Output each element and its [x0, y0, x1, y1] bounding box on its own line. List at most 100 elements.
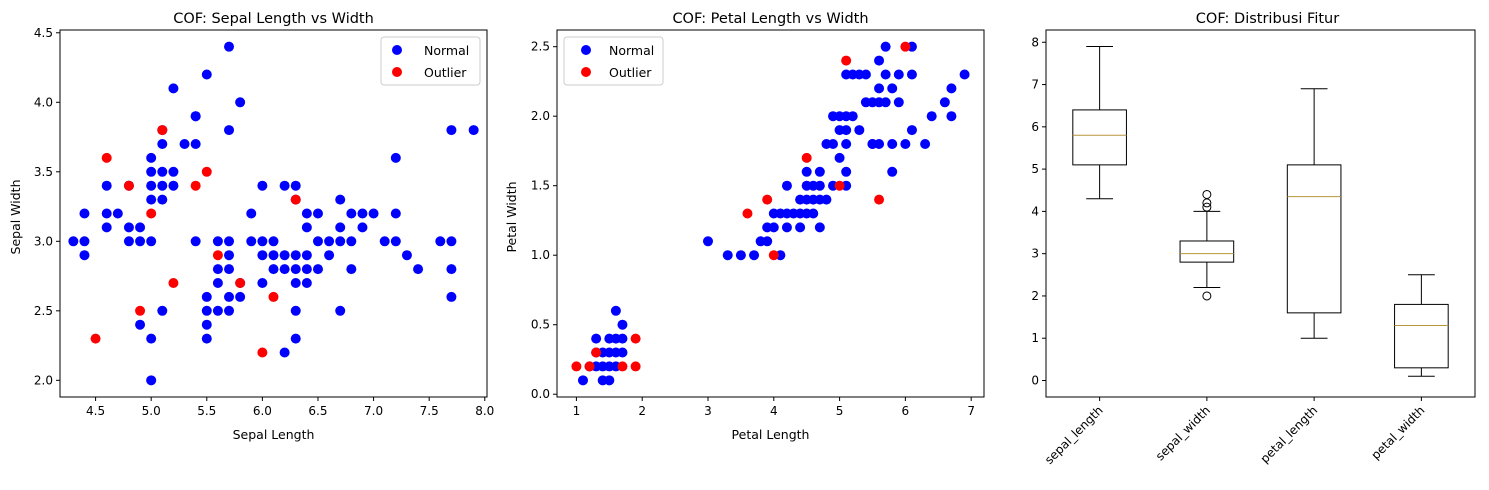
normal-point [959, 69, 970, 80]
normal-point [390, 152, 401, 163]
y-tick-label: 6 [1031, 120, 1039, 134]
chart-title: COF: Distribusi Fitur [1196, 11, 1339, 27]
normal-point [312, 208, 323, 219]
normal-point [368, 208, 379, 219]
normal-point [257, 250, 268, 261]
normal-point [768, 222, 779, 233]
normal-point [146, 194, 157, 205]
y-tick-label: 1.0 [531, 248, 550, 262]
outlier-point [90, 333, 101, 344]
normal-point [939, 97, 950, 108]
normal-point [946, 111, 957, 122]
normal-point [212, 305, 223, 316]
normal-point [610, 305, 621, 316]
normal-point [390, 236, 401, 247]
normal-point [312, 264, 323, 275]
legend-marker-normal [392, 45, 402, 55]
normal-point [135, 222, 146, 233]
outlier-point [768, 250, 779, 261]
x-tick-label: petal_length [1258, 403, 1321, 466]
boxplot-panel: COF: Distribusi Fitur 0 1 2 3 4 5 6 7 8 sepal_len… [1031, 11, 1476, 467]
normal-point [735, 250, 746, 261]
x-tick-label: 6.0 [253, 404, 272, 418]
normal-point [468, 125, 479, 136]
normal-point [268, 250, 279, 261]
normal-point [814, 222, 825, 233]
normal-point [257, 278, 268, 289]
x-tick-label: 8.0 [475, 404, 494, 418]
normal-point [795, 222, 806, 233]
normal-point [112, 208, 123, 219]
axis-ticks: 0 1 2 3 4 5 6 7 8 sepal_length sepal_width petal_le… [1031, 35, 1427, 467]
normal-point [335, 236, 346, 247]
outlier-point [841, 55, 852, 66]
normal-point [135, 319, 146, 330]
normal-point [887, 83, 898, 94]
y-tick-label: 4.0 [34, 95, 53, 109]
normal-point [814, 180, 825, 191]
normal-point [401, 250, 412, 261]
normal-point [146, 180, 157, 191]
normal-point [123, 236, 134, 247]
normal-point [224, 305, 235, 316]
normal-point [224, 264, 235, 275]
legend: Normal Outlier [380, 36, 481, 86]
normal-point [926, 111, 937, 122]
normal-point [157, 305, 168, 316]
normal-point [335, 194, 346, 205]
outlier-point [584, 361, 595, 372]
normal-point [101, 208, 112, 219]
normal-point [79, 250, 90, 261]
normal-point [893, 97, 904, 108]
normal-point [168, 166, 179, 177]
chart-title: COF: Petal Length vs Width [672, 11, 868, 27]
normal-point [290, 278, 301, 289]
normal-point [268, 236, 279, 247]
normal-point [946, 83, 957, 94]
chart-title: COF: Sepal Length vs Width [173, 11, 374, 27]
normal-point [312, 236, 323, 247]
y-tick-label: 2.0 [531, 109, 550, 123]
scatter-points [571, 41, 970, 386]
normal-point [446, 236, 457, 247]
y-tick-label: 0.5 [531, 318, 550, 332]
outlier-point [146, 208, 157, 219]
normal-point [722, 250, 733, 261]
outlier-point [742, 208, 753, 219]
normal-point [123, 222, 134, 233]
y-tick-label: 3.0 [34, 234, 53, 248]
x-tick-label: 6.5 [308, 404, 327, 418]
normal-point [235, 97, 246, 108]
normal-point [146, 166, 157, 177]
normal-point [346, 208, 357, 219]
normal-point [101, 222, 112, 233]
normal-point [860, 69, 871, 80]
normal-point [781, 180, 792, 191]
normal-point [591, 333, 602, 344]
normal-point [235, 291, 246, 302]
normal-point [893, 69, 904, 80]
x-tick-label: 5 [836, 404, 844, 418]
normal-point [201, 319, 212, 330]
x-tick-label: 5.0 [142, 404, 161, 418]
outlier-point [834, 180, 845, 191]
normal-point [290, 333, 301, 344]
outlier-point [591, 347, 602, 358]
normal-point [79, 208, 90, 219]
outlier-point [630, 361, 641, 372]
normal-point [257, 236, 268, 247]
normal-point [68, 236, 79, 247]
normal-point [749, 250, 760, 261]
normal-point [617, 333, 628, 344]
outlier-point [135, 305, 146, 316]
normal-point [224, 250, 235, 261]
outlier-point [201, 166, 212, 177]
normal-point [435, 236, 446, 247]
legend-label-normal: Normal [424, 43, 469, 58]
normal-point [834, 152, 845, 163]
normal-point [324, 236, 335, 247]
normal-point [446, 264, 457, 275]
normal-point [874, 55, 885, 66]
normal-point [201, 305, 212, 316]
axis-ticks: 4.5 5.0 5.5 6.0 6.5 7.0 7.5 8.0 2.0 2.5 3.0 3.5 4.0 4… [34, 26, 494, 418]
